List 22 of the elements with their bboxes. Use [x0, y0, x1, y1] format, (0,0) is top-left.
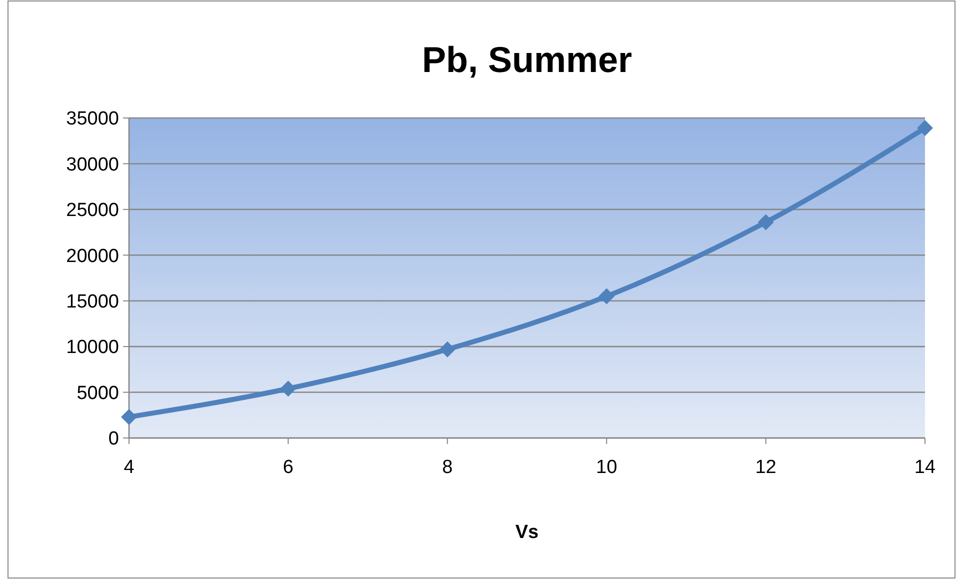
point	[917, 120, 933, 136]
point	[758, 214, 774, 230]
y-tick-label: 10000	[66, 337, 119, 358]
point	[280, 380, 296, 397]
x-axis-title: Vs	[515, 522, 539, 543]
point	[121, 408, 137, 425]
y-tick-label: 5000	[76, 382, 119, 404]
x-tick-label: 10	[596, 457, 618, 478]
y-tick-label: 20000	[66, 246, 119, 267]
y-tick-label: 35000	[66, 108, 119, 130]
y-tick-label: 15000	[66, 292, 119, 313]
x-tick-label: 8	[442, 457, 453, 478]
y-tick-label: 25000	[66, 200, 119, 222]
chart-title: Pb, Summer	[422, 39, 632, 80]
x-tick-label: 14	[914, 457, 936, 478]
y-tick-label: 0	[108, 428, 119, 450]
x-tick-label: 4	[124, 457, 135, 478]
y-tick-label: 30000	[66, 154, 119, 176]
x-tick-label: 6	[282, 457, 294, 478]
x-tick-label: 12	[755, 457, 776, 478]
point	[598, 288, 615, 304]
point	[439, 341, 456, 358]
